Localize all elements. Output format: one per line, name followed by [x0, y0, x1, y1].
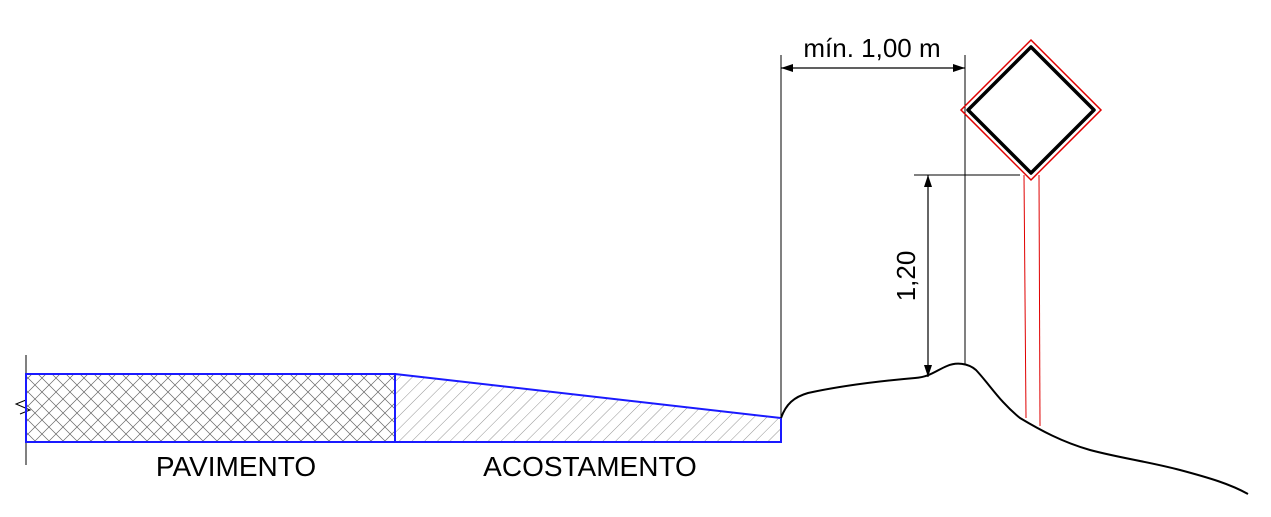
terrain-profile: [780, 362, 1249, 495]
pavement-layer: [25, 373, 396, 443]
sign-post: [1023, 174, 1041, 427]
shoulder-layer: [394, 372, 782, 443]
shoulder-label: ACOSTAMENTO: [483, 451, 697, 482]
offset-dimension-label: mín. 1,00 m: [803, 33, 940, 63]
pavement-label: PAVIMENTO: [156, 451, 316, 482]
warning-sign-plate: [959, 38, 1103, 182]
height-dimension-label: 1,20: [891, 251, 921, 302]
